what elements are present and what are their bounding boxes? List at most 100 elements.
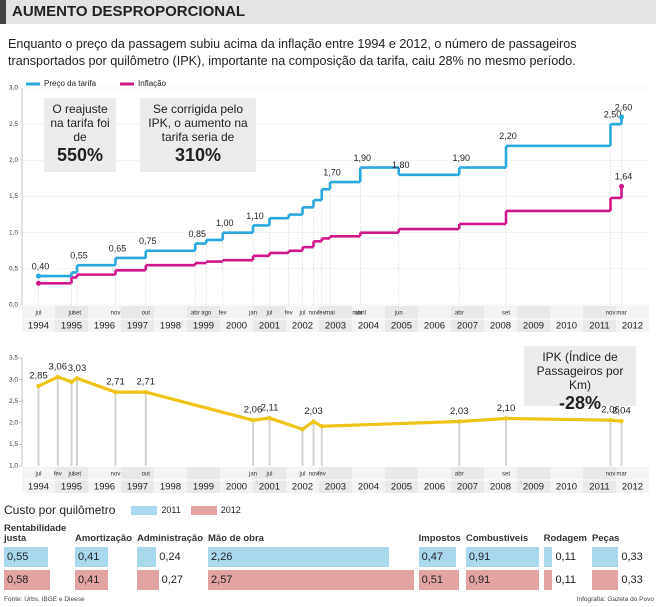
x-tick-label: 1994 — [28, 482, 49, 493]
x-tick-label: 1998 — [160, 321, 181, 332]
x-tick-label: 2008 — [490, 321, 511, 332]
value-label: 0,41 — [78, 551, 100, 563]
value-label: 0,65 — [109, 243, 127, 253]
point — [74, 376, 80, 381]
value-label: 1,64 — [615, 172, 633, 182]
month-tick-label: out — [142, 311, 151, 317]
month-tick-label: set — [502, 472, 510, 478]
annotation: Se corrigida pelo IPK, o aumento na tari… — [140, 98, 256, 172]
bar — [418, 547, 457, 567]
x-tick-label: 2012 — [622, 321, 643, 332]
legend-swatch — [190, 505, 217, 515]
bar — [543, 570, 553, 590]
x-tick-label: 2001 — [259, 321, 280, 332]
bar — [4, 570, 51, 590]
month-tick-label: nov — [111, 311, 121, 317]
month-tick-label: set — [502, 311, 510, 317]
bar — [208, 547, 389, 567]
bar — [465, 570, 539, 590]
value-label: 1,70 — [323, 167, 341, 177]
value-label: 2,04 — [612, 406, 631, 417]
value-label: 2,06 — [244, 405, 263, 416]
x-tick-label: 2000 — [226, 321, 247, 332]
value-label: 0,33 — [621, 551, 643, 563]
bar-row: 0,11 — [543, 570, 587, 590]
month-tick-label: abr — [455, 311, 464, 317]
value-label: 2,57 — [211, 574, 233, 586]
y-tick-label: 1,0 — [9, 229, 18, 236]
annotation-text: IPK (Índice de Passageiros por Km) — [536, 350, 624, 392]
value-label: 2,85 — [29, 371, 48, 382]
point — [69, 379, 74, 384]
value-label: 0,47 — [421, 551, 444, 563]
bar — [591, 570, 619, 590]
x-tick-label: 2012 — [622, 482, 643, 493]
y-tick-label: 3,0 — [9, 85, 18, 92]
x-tick-label: 2001 — [259, 482, 280, 493]
annotation: IPK (Índice de Passageiros por Km) -28% — [524, 346, 636, 413]
value-label: 1,90 — [353, 153, 371, 163]
footer: Fonte: Urbs, IBGE e Dieese Infografia: G… — [4, 596, 654, 603]
value-label: 0,55 — [70, 251, 88, 261]
header-title: AUMENTO DESPROPORCIONAL — [0, 0, 656, 24]
annotation-value: -28% — [558, 393, 602, 413]
annotation: O reajuste na tarifa foi de 550% — [44, 98, 116, 172]
x-tick-label: 2005 — [391, 321, 412, 332]
month-tick-label: nov — [309, 311, 319, 317]
bar — [137, 547, 157, 567]
point — [619, 418, 624, 424]
value-label: 1,90 — [452, 153, 470, 163]
value-label: 2,50 — [604, 110, 622, 120]
value-label: 2,06 — [601, 405, 620, 416]
cost-column: Combustíveis 0,91 0,91 — [465, 520, 539, 590]
value-label: 0,85 — [188, 229, 206, 239]
cost-column: Rodagem 0,11 0,11 — [543, 520, 587, 590]
point — [267, 415, 272, 421]
x-tick-label: 2008 — [490, 482, 511, 493]
value-label: 1,10 — [246, 211, 264, 221]
point — [36, 383, 41, 389]
bar-row: 0,91 — [465, 570, 539, 590]
end-dot — [619, 114, 624, 120]
value-label: 0,24 — [159, 551, 181, 563]
point — [250, 418, 256, 423]
point — [457, 419, 462, 424]
value-label: 0,41 — [78, 574, 100, 586]
y-tick-label: 0,0 — [9, 302, 18, 309]
category-label: Rentabilidade justa — [4, 523, 67, 544]
month-tick-label: nov — [606, 311, 616, 317]
legend-label: Inflação — [138, 79, 167, 88]
cost-column: Peças 0,33 0,33 — [591, 520, 643, 590]
point — [608, 418, 613, 423]
month-tick-label: jan — [248, 311, 257, 317]
month-tick-label: mar — [352, 311, 362, 317]
category-label: Mão de obra — [208, 533, 264, 544]
month-tick-label: jul — [34, 472, 41, 478]
category-label: Peças — [591, 533, 620, 544]
cost-column: Administração 0,24 0,27 — [137, 520, 203, 590]
bar — [543, 547, 553, 567]
value-label: 0,33 — [621, 574, 643, 586]
x-tick-label: 1996 — [94, 321, 115, 332]
legend: Preço da tarifa Inflação — [26, 79, 167, 88]
bar-row: 0,24 — [137, 547, 203, 567]
x-tick-label: 1999 — [193, 321, 214, 332]
x-tick-label: 1997 — [127, 482, 148, 493]
value-label: 0,11 — [555, 574, 577, 586]
x-tick-label: 2010 — [556, 482, 577, 493]
month-tick-label: set — [73, 472, 81, 478]
x-tick-label: 1996 — [94, 482, 115, 493]
month-tick-label: mar — [616, 311, 626, 317]
cost-section: Custo por quilômetro 2011 2012 Rentabilid… — [4, 502, 656, 590]
value-label: 2,60 — [615, 102, 633, 112]
cost-column: Impostos 0,47 0,51 — [418, 520, 461, 590]
value-label: 2,10 — [497, 403, 516, 414]
y-tick-label: 3,0 — [9, 376, 18, 383]
month-tick-label: mar — [616, 472, 626, 478]
category-label: Amortização — [75, 533, 133, 544]
month-tick-label: nov — [111, 472, 121, 478]
value-label: 3,06 — [49, 362, 68, 373]
category-label: Combustíveis — [465, 533, 529, 544]
